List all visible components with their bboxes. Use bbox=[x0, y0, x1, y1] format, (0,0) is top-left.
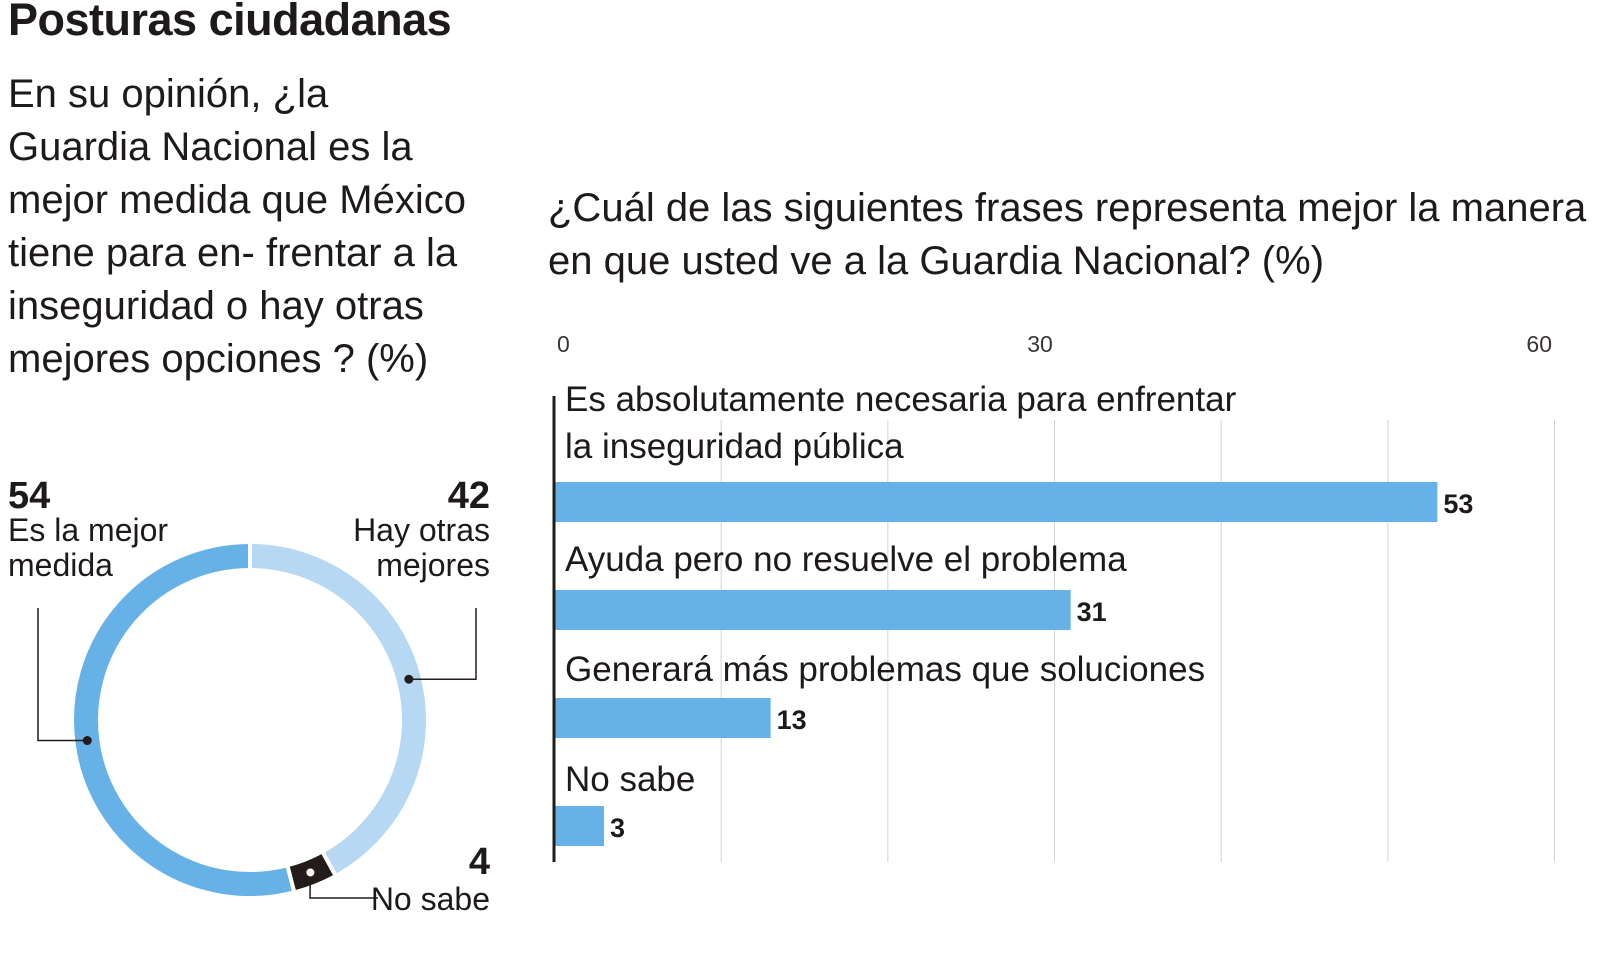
slice-label: No sabe bbox=[371, 881, 490, 917]
bar-value-label: 53 bbox=[1443, 489, 1473, 519]
bar bbox=[554, 482, 1438, 522]
leader-line bbox=[408, 608, 477, 680]
right-question: ¿Cuál de las siguientes frases represent… bbox=[548, 186, 1587, 283]
bar-category-label: la inseguridad pública bbox=[565, 427, 904, 466]
bar-category-label: Generará más problemas que soluciones bbox=[565, 650, 1205, 689]
bar bbox=[554, 698, 771, 738]
slice-label: mejores bbox=[376, 547, 490, 583]
left-question: En su opinión, ¿la Guardia Nacional es l… bbox=[8, 72, 466, 381]
leader-dot bbox=[82, 736, 92, 746]
slice-value: 4 bbox=[469, 841, 490, 883]
bar bbox=[554, 590, 1071, 630]
leader-line bbox=[37, 608, 88, 742]
slice-value: 54 bbox=[8, 475, 50, 517]
leader-dot bbox=[306, 868, 315, 877]
bar bbox=[554, 806, 604, 846]
bar-category-label: Es absolutamente necesaria para enfrenta… bbox=[565, 380, 1237, 419]
x-tick-label: 0 bbox=[557, 331, 570, 357]
donut-slice bbox=[248, 539, 430, 879]
x-tick-label: 30 bbox=[1027, 331, 1053, 357]
slice-value: 42 bbox=[448, 475, 490, 517]
donut-slice bbox=[70, 539, 297, 900]
bar-value-label: 31 bbox=[1077, 597, 1107, 627]
bar-value-label: 13 bbox=[777, 705, 807, 735]
bar-value-label: 3 bbox=[610, 813, 625, 843]
slice-label: medida bbox=[8, 547, 113, 583]
leader-line bbox=[309, 872, 378, 899]
page-title: Posturas ciudadanas bbox=[8, 0, 452, 45]
slice-label: Hay otras bbox=[353, 512, 490, 548]
bar-category-label: Ayuda pero no resuelve el problema bbox=[565, 540, 1127, 579]
x-tick-label: 60 bbox=[1526, 331, 1552, 357]
leader-dot bbox=[404, 674, 414, 684]
bar-category-label: No sabe bbox=[565, 760, 695, 799]
slice-label: Es la mejor bbox=[8, 512, 168, 548]
